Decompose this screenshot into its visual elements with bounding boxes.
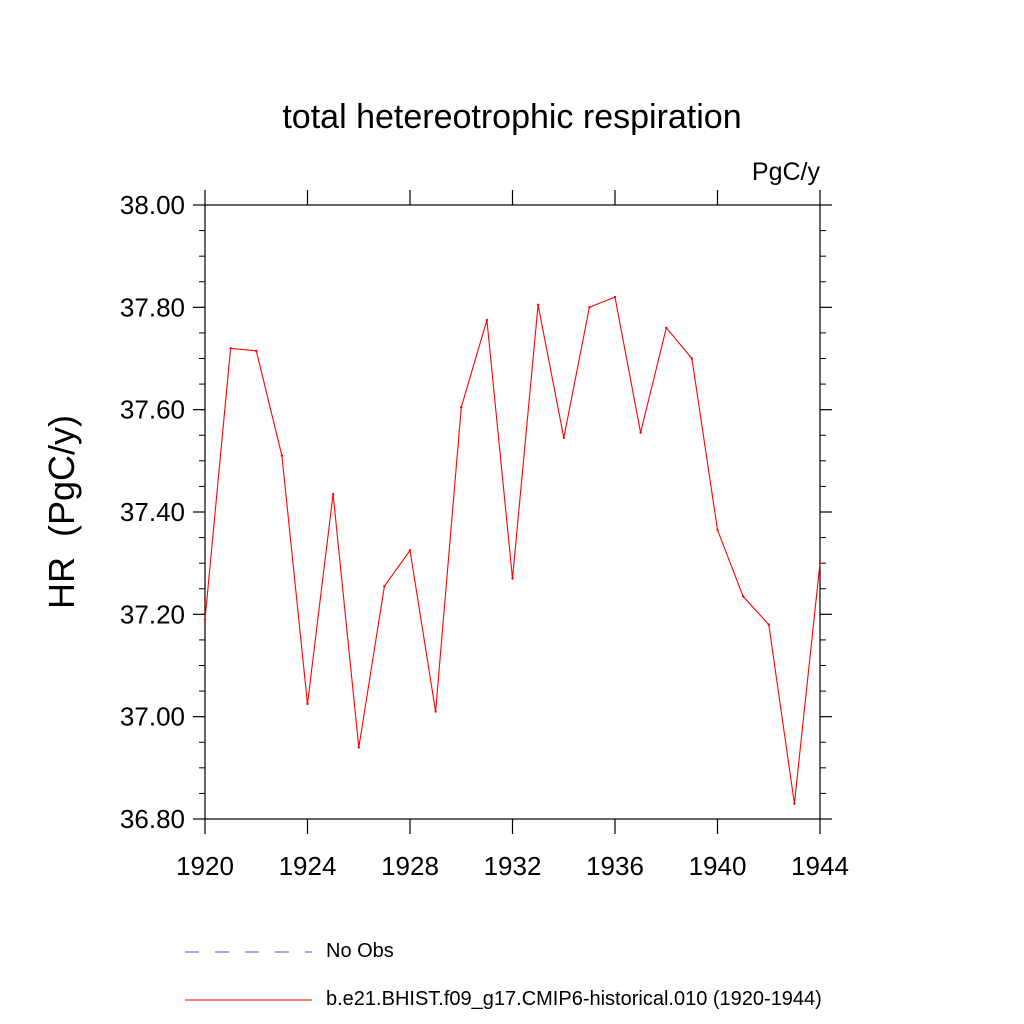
data-point xyxy=(229,347,232,350)
data-point xyxy=(357,746,360,749)
y-tick-label: 37.20 xyxy=(120,599,185,629)
legend-label-historical: b.e21.BHIST.f09_g17.CMIP6-historical.010… xyxy=(326,988,822,1010)
x-tick-label: 1936 xyxy=(586,851,644,881)
data-point xyxy=(255,349,258,353)
y-tick-label: 37.40 xyxy=(120,497,185,527)
data-point xyxy=(818,561,822,565)
data-point xyxy=(331,492,335,496)
units-label: PgC/y xyxy=(751,158,820,186)
data-point xyxy=(562,436,565,440)
x-tick-label: 1944 xyxy=(791,851,849,881)
data-point xyxy=(690,357,694,360)
data-point xyxy=(280,454,284,457)
data-point xyxy=(716,528,719,532)
y-tick-label: 38.00 xyxy=(120,190,185,220)
legend-label-no-obs: No Obs xyxy=(326,940,394,962)
data-point xyxy=(434,710,437,713)
x-tick-label: 1932 xyxy=(484,851,542,881)
data-point xyxy=(511,577,514,580)
data-point xyxy=(536,303,540,306)
y-tick-label: 36.80 xyxy=(120,804,185,834)
y-tick-label: 37.00 xyxy=(120,702,185,732)
data-point xyxy=(485,318,489,322)
data-point xyxy=(741,595,745,598)
y-tick-label: 37.80 xyxy=(120,292,185,322)
chart-title: total hetereotrophic respiration xyxy=(282,98,742,136)
data-point xyxy=(767,623,770,626)
data-point xyxy=(588,306,591,309)
data-point xyxy=(306,702,309,706)
data-point xyxy=(665,326,668,329)
data-point xyxy=(613,295,617,299)
x-tick-label: 1924 xyxy=(279,851,337,881)
plot-frame xyxy=(204,204,821,820)
x-tick-label: 1928 xyxy=(381,851,439,881)
y-tick-label: 37.60 xyxy=(120,395,185,425)
data-point xyxy=(203,618,207,621)
series-line xyxy=(204,296,821,804)
data-point xyxy=(460,405,463,409)
legend xyxy=(185,951,312,1001)
series-layer xyxy=(203,295,822,805)
x-tick-label: 1940 xyxy=(689,851,747,881)
data-point xyxy=(793,802,796,805)
data-point xyxy=(383,584,386,588)
x-tick-label: 1920 xyxy=(176,851,234,881)
axes: 36.80 37.00 37.20 37.40 37.60 37.80 38.00 1920 1… xyxy=(120,190,849,881)
data-point xyxy=(639,431,642,434)
data-point xyxy=(408,549,412,552)
